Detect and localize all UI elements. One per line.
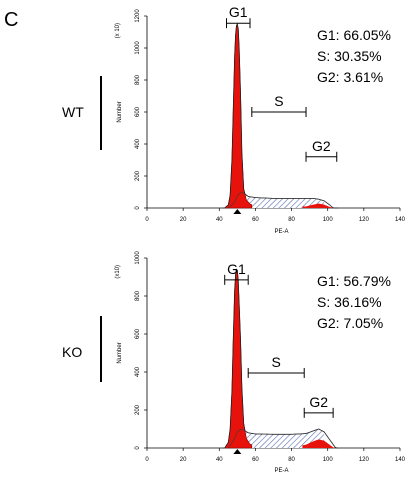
- y-tick-label: 800: [135, 74, 141, 85]
- stat-line: G2: 3.61%: [317, 69, 383, 85]
- x-tick-label: 80: [288, 217, 295, 223]
- stat-line: S: 36.16%: [317, 294, 382, 310]
- g1-peak-fill: [223, 23, 253, 209]
- x-tick-label: 40: [216, 457, 223, 463]
- gate-label: G2: [309, 394, 328, 410]
- gate-label: G2: [312, 138, 331, 154]
- y-multiplier-label: (x 10): [115, 23, 121, 38]
- y-axis-title: Number: [117, 342, 123, 363]
- g1-peak-fill: [224, 268, 253, 449]
- x-tick-label: 20: [180, 217, 187, 223]
- s-phase-area: [237, 192, 325, 208]
- x-tick-label: 0: [145, 457, 149, 463]
- y-tick-label: 0: [135, 446, 141, 450]
- s-phase-envelope: [228, 428, 337, 449]
- y-tick-label: 400: [135, 366, 141, 377]
- x-tick-label: 80: [288, 457, 295, 463]
- y-axis-title: Number: [117, 101, 123, 122]
- peak-marker: [233, 449, 242, 454]
- stat-line: G1: 56.79%: [317, 273, 391, 289]
- x-tick-label: 100: [323, 457, 334, 463]
- gate-label: S: [274, 93, 283, 109]
- x-tick-label: 120: [359, 217, 370, 223]
- x-tick-label: 60: [252, 217, 259, 223]
- g2-peak-fill: [302, 439, 335, 448]
- y-tick-label: 1000: [135, 251, 141, 265]
- panel-letter: C: [4, 9, 18, 31]
- gate-label: G1: [229, 4, 248, 20]
- g2-peak-fill: [302, 203, 335, 208]
- gate-label: G1: [227, 261, 246, 277]
- x-tick-label: 40: [216, 217, 223, 223]
- x-tick-label: 20: [180, 457, 187, 463]
- y-tick-label: 1200: [135, 9, 141, 23]
- x-tick-label: 140: [395, 457, 406, 463]
- y-tick-label: 400: [135, 138, 141, 149]
- x-tick-label: 140: [395, 217, 406, 223]
- y-tick-label: 800: [135, 290, 141, 301]
- y-tick-label: 1000: [135, 41, 141, 55]
- x-axis-title: PE-A: [274, 468, 288, 474]
- stat-line: G1: 66.05%: [317, 27, 391, 43]
- peak-marker: [233, 209, 242, 214]
- y-tick-label: 200: [135, 170, 141, 181]
- histogram-panel-ko: KO (x10) Number 0 200 400 600 800 1000 0 20 40 60 80 1…: [62, 251, 406, 474]
- y-multiplier-label: (x10): [115, 265, 121, 279]
- x-tick-label: 120: [359, 457, 370, 463]
- histogram-panel-wt: WT (x 10) Number 0 200 400 600 800 1000 1200 0 20 40…: [62, 4, 406, 235]
- x-tick-label: 100: [323, 217, 334, 223]
- y-tick-label: 600: [135, 328, 141, 339]
- s-phase-envelope: [228, 191, 334, 209]
- sample-label: KO: [62, 344, 82, 360]
- sample-label: WT: [62, 104, 84, 120]
- x-tick-label: 60: [252, 457, 259, 463]
- stat-line: G2: 7.05%: [317, 315, 383, 331]
- gate-label: S: [272, 354, 281, 370]
- y-tick-label: 600: [135, 106, 141, 117]
- y-tick-label: 200: [135, 404, 141, 415]
- x-axis-title: PE-A: [274, 229, 288, 235]
- y-tick-label: 0: [135, 206, 141, 210]
- x-tick-label: 0: [145, 217, 149, 223]
- stat-line: S: 30.35%: [317, 48, 382, 64]
